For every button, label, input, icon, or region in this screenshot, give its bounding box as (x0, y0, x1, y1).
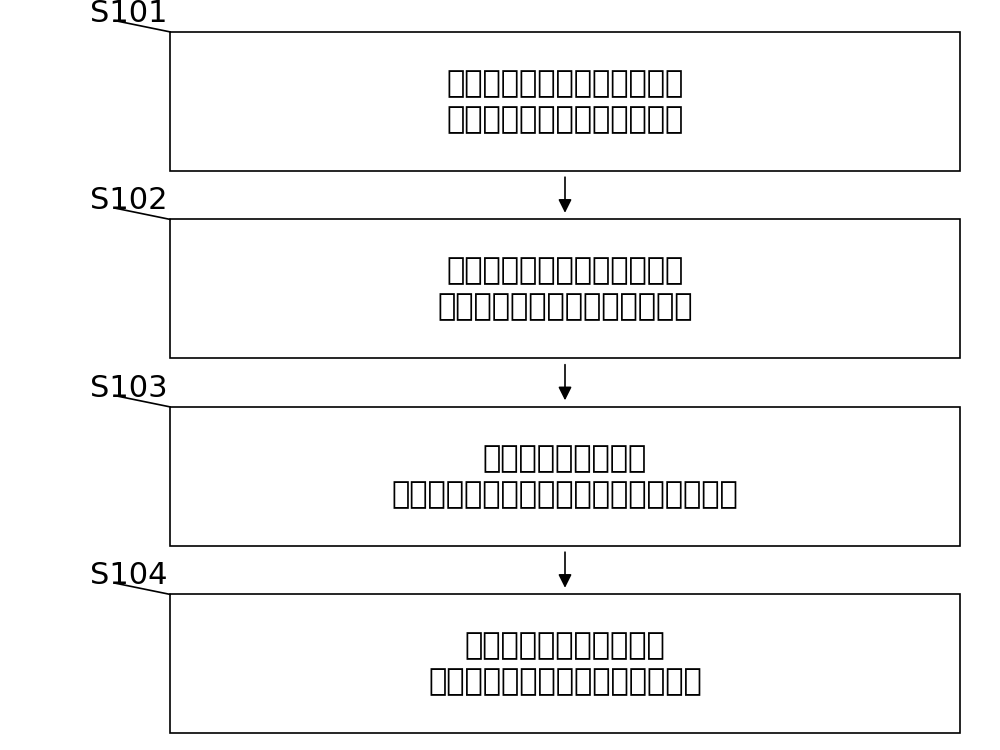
Text: 根据数据分类方式，: 根据数据分类方式， (483, 444, 647, 472)
Text: S104: S104 (90, 561, 167, 590)
Text: 地面系统指定文件符号，: 地面系统指定文件符号， (465, 632, 665, 660)
Bar (170, 219, 960, 358)
Text: S103: S103 (90, 374, 168, 403)
Bar (170, 32, 960, 171)
Text: 清除对应成像数据，释放文件符号: 清除对应成像数据，释放文件符号 (428, 668, 702, 696)
Text: 基于对成像数据的分类层次，: 基于对成像数据的分类层次， (446, 256, 684, 285)
Text: 地面系统指定文件符号，提取对应成像数据: 地面系统指定文件符号，提取对应成像数据 (392, 480, 738, 508)
Text: S101: S101 (90, 0, 167, 28)
Text: 基于对成像数据的任务规划，: 基于对成像数据的任务规划， (446, 69, 684, 98)
Text: S102: S102 (90, 186, 167, 215)
Text: 卫星系统自主逐级定义文件符号: 卫星系统自主逐级定义文件符号 (437, 292, 693, 321)
Bar (170, 594, 960, 734)
Text: 地面系统指定第一级文件符号: 地面系统指定第一级文件符号 (446, 105, 684, 134)
Bar (170, 406, 960, 546)
